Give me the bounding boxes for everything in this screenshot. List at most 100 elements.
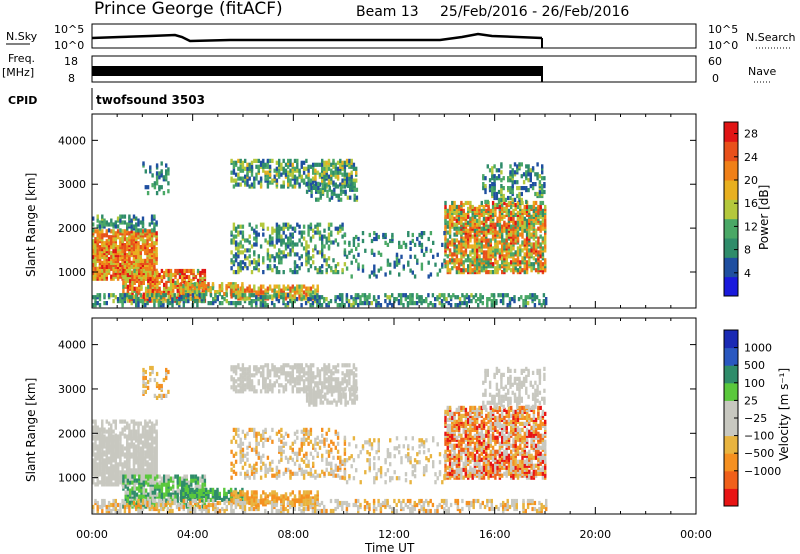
echo-cell — [225, 293, 228, 298]
echo-cell — [237, 166, 240, 171]
echo-cell — [202, 487, 206, 492]
echo-cell — [126, 268, 130, 274]
echo-cell — [478, 254, 481, 259]
echo-cell — [334, 182, 337, 187]
echo-cell — [451, 266, 454, 271]
echo-cell — [131, 490, 134, 495]
echo-cell — [107, 268, 111, 273]
echo-cell — [190, 478, 193, 483]
echo-cell — [130, 419, 133, 424]
echo-cell — [312, 183, 316, 188]
echo-cell — [193, 286, 197, 291]
echo-cell — [146, 235, 149, 240]
echo-cell — [110, 431, 113, 436]
echo-cell — [153, 214, 156, 219]
echo-cell — [343, 172, 347, 177]
echo-cell — [472, 295, 475, 300]
echo-cell — [505, 268, 508, 273]
echo-cell — [291, 270, 294, 275]
echo-cell — [339, 162, 342, 167]
echo-cell — [144, 233, 147, 238]
echo-cell — [280, 295, 283, 300]
echo-cell — [182, 495, 185, 500]
echo-cell — [296, 222, 299, 227]
echo-cell — [149, 288, 152, 293]
echo-cell — [534, 200, 538, 206]
echo-cell — [448, 204, 452, 210]
echo-cell — [541, 252, 545, 257]
echo-cell — [198, 284, 201, 289]
echo-cell — [415, 301, 419, 306]
echo-cell — [416, 258, 419, 263]
echo-cell — [545, 297, 548, 302]
echo-cell — [259, 182, 263, 187]
echo-cell — [146, 229, 149, 234]
echo-cell — [436, 295, 439, 300]
echo-cell — [92, 270, 95, 275]
echo-cell — [178, 268, 182, 274]
echo-cell — [397, 293, 401, 298]
echo-cell — [160, 161, 163, 166]
echo-cell — [198, 290, 201, 295]
echo-cell — [96, 214, 99, 219]
echo-cell — [139, 245, 142, 250]
echo-cell — [144, 496, 148, 501]
echo-cell — [434, 262, 437, 267]
echo-cell — [386, 242, 390, 247]
echo-cell — [488, 178, 492, 183]
echo-cell — [307, 286, 310, 291]
echo-cell — [497, 189, 501, 195]
echo-cell — [302, 224, 306, 229]
echo-cell — [237, 242, 240, 247]
echo-cell — [523, 252, 526, 257]
echo-cell — [275, 178, 279, 183]
echo-cell — [494, 248, 497, 253]
echo-cell — [94, 434, 97, 439]
echo-cell — [280, 226, 283, 231]
echo-cell — [516, 200, 520, 206]
echo-cell — [453, 252, 456, 257]
colorbar-swatch — [724, 122, 738, 142]
echo-cell — [123, 214, 127, 219]
echo-cell — [514, 266, 517, 271]
echo-cell — [225, 299, 228, 304]
echo-cell — [144, 294, 148, 299]
echo-cell — [135, 262, 138, 267]
echo-cell — [457, 258, 461, 263]
station-title: Prince George (fitACF) — [94, 0, 283, 19]
echo-cell — [305, 286, 308, 291]
echo-cell — [148, 258, 151, 263]
echo-cell — [151, 486, 154, 491]
echo-cell — [355, 195, 359, 200]
echo-cell — [478, 238, 481, 243]
echo-cell — [147, 272, 150, 278]
echo-cell — [280, 240, 283, 245]
echo-cell — [293, 270, 297, 275]
echo-cell — [137, 249, 140, 254]
echo-cell — [155, 163, 159, 168]
echo-cell — [116, 262, 120, 267]
echo-cell — [379, 266, 383, 271]
echo-cell — [278, 162, 281, 167]
echo-cell — [123, 297, 127, 302]
echo-cell — [345, 254, 349, 259]
echo-cell — [541, 222, 545, 227]
echo-cell — [268, 258, 272, 263]
echo-cell — [121, 431, 124, 436]
echo-cell — [241, 164, 245, 169]
echo-cell — [140, 270, 143, 276]
echo-cell — [141, 239, 145, 244]
echo-cell — [135, 228, 138, 233]
echo-cell — [259, 494, 263, 499]
echo-cell — [142, 379, 145, 385]
echo-cell — [460, 238, 463, 243]
echo-cell — [138, 494, 141, 499]
echo-cell — [449, 295, 453, 300]
echo-cell — [126, 262, 129, 267]
echo-cell — [321, 244, 324, 249]
echo-cell — [158, 480, 161, 485]
echo-cell — [116, 268, 120, 273]
echo-cell — [310, 193, 313, 198]
echo-cell — [289, 286, 292, 291]
